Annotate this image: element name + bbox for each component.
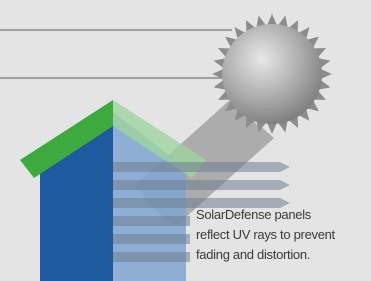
illustration: SolarDefense panels reflect UV rays to p… (0, 0, 371, 281)
caption-line: reflect UV rays to prevent (196, 227, 336, 242)
caption-line: SolarDefense panels (196, 207, 312, 222)
caption-line: fading and distortion. (196, 247, 310, 262)
